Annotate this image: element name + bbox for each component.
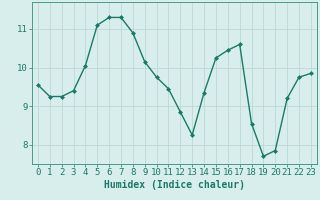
X-axis label: Humidex (Indice chaleur): Humidex (Indice chaleur) <box>104 180 245 190</box>
